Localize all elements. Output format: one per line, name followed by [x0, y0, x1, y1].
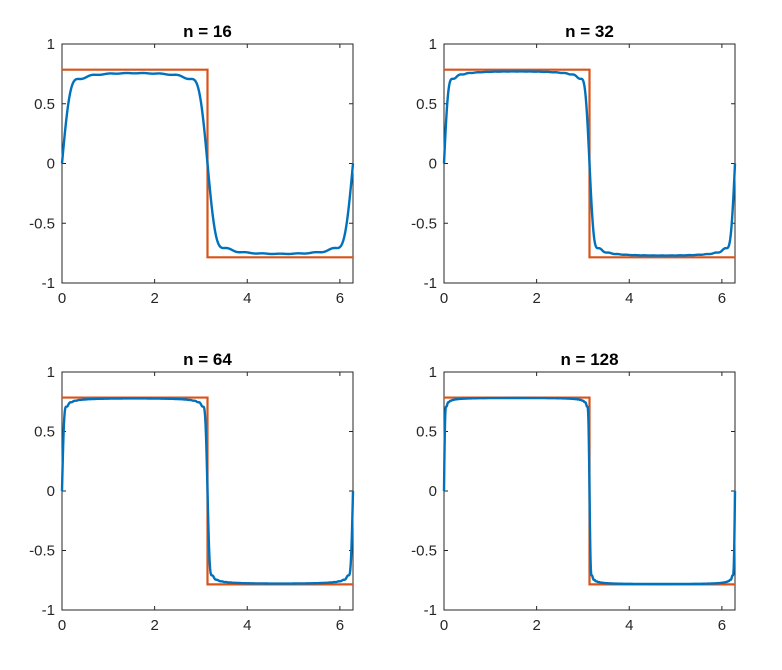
y-tick-label: -0.5 [411, 543, 437, 560]
x-tick-label: 0 [58, 617, 66, 634]
y-tick-label: 0 [47, 156, 55, 173]
y-tick-label: 0.5 [34, 96, 55, 113]
x-tick-label: 0 [440, 617, 448, 634]
subplot-2: n = 32 0 2 4 6 1 0.5 0 -0.5 -1 [411, 22, 737, 307]
subplot-title: n = 64 [183, 350, 232, 369]
x-tick-label: 4 [625, 617, 633, 634]
y-tick-label: -1 [424, 602, 437, 619]
approximation-line [60, 397, 355, 585]
y-tick-label: 1 [47, 36, 55, 53]
x-tick-label: 4 [243, 290, 251, 307]
y-tick-label: -1 [424, 275, 437, 292]
y-tick-label: 1 [429, 364, 437, 381]
subplot-4: n = 128 0 2 4 6 1 0.5 0 -0.5 -1 [411, 350, 737, 634]
x-tick-label: 4 [243, 617, 251, 634]
x-tick-label: 4 [625, 290, 633, 307]
y-tick-label: 0 [429, 483, 437, 500]
subplot-1: n = 16 0 2 4 6 1 0.5 0 -0.5 -1 [29, 22, 355, 307]
y-tick-label: -1 [42, 602, 55, 619]
approximation-line [442, 70, 737, 257]
subplot-3: n = 64 0 2 4 6 1 0.5 0 -0.5 -1 [29, 350, 355, 634]
x-tick-label: 2 [150, 290, 158, 307]
x-tick-label: 6 [336, 617, 344, 634]
x-tick-label: 0 [58, 290, 66, 307]
x-tick-label: 2 [150, 617, 158, 634]
y-tick-label: -0.5 [411, 215, 437, 232]
y-tick-label: -0.5 [29, 543, 55, 560]
y-tick-label: 1 [429, 36, 437, 53]
x-tick-label: 6 [718, 290, 726, 307]
subplot-title: n = 32 [565, 22, 614, 41]
y-tick-label: -0.5 [29, 215, 55, 232]
y-tick-label: 0.5 [416, 424, 437, 441]
approximation-line [60, 71, 355, 256]
y-tick-label: 0.5 [34, 424, 55, 441]
x-tick-label: 2 [532, 290, 540, 307]
subplot-title: n = 16 [183, 22, 232, 41]
x-tick-label: 0 [440, 290, 448, 307]
subplot-title: n = 128 [560, 350, 618, 369]
x-tick-label: 2 [532, 617, 540, 634]
approximation-line [442, 396, 737, 586]
y-tick-label: 0.5 [416, 96, 437, 113]
y-tick-label: 1 [47, 364, 55, 381]
y-tick-label: 0 [429, 156, 437, 173]
y-tick-label: 0 [47, 483, 55, 500]
x-tick-label: 6 [718, 617, 726, 634]
x-tick-label: 6 [336, 290, 344, 307]
y-tick-label: -1 [42, 275, 55, 292]
